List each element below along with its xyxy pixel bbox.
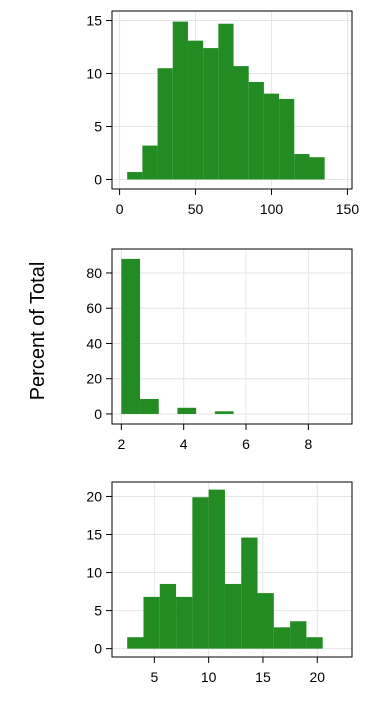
y-tick-label: 40 [86,335,102,351]
y-tick-label: 10 [86,565,102,581]
histogram-bar [127,172,143,180]
x-tick-label: 4 [180,436,188,452]
histogram-bar [290,621,307,649]
y-tick-label: 60 [86,300,102,316]
histogram-bar [224,583,242,649]
x-tick-label: 15 [255,669,271,685]
y-axis-title: Percent of Total [27,262,49,401]
histogram-bar [121,258,141,414]
histogram-bar [306,637,323,649]
histogram-bar [143,596,160,649]
y-tick-label: 0 [94,406,102,422]
histogram-bar [203,48,219,180]
histogram-bar [248,81,264,180]
histogram-panel-2: 0 20 40 60 80 2 4 6 8 [86,248,353,452]
histogram-bar [192,497,209,649]
histogram-bar [159,583,177,649]
histogram-bar [127,637,144,649]
histogram-bar [140,398,159,414]
histogram-bar [172,21,188,180]
histogram-bar [294,154,310,180]
y-tick-label: 5 [94,603,102,619]
y-tick-label: 20 [86,488,102,504]
x-tick-label: 20 [309,669,325,685]
histogram-bar [257,593,274,649]
y-tick-label: 0 [94,171,102,187]
y-tick-label: 15 [86,13,102,29]
histogram-bar [142,145,158,180]
y-tick-label: 20 [86,371,102,387]
x-tick-label: 150 [336,201,360,217]
histogram-bar [177,407,197,414]
histogram-bar [157,68,173,180]
x-tick-label: 5 [150,669,158,685]
y-tick-label: 10 [86,66,102,82]
histogram-panel-3: 0 5 10 15 20 5 10 15 20 [86,481,353,685]
histogram-bar [263,93,280,180]
histogram-bar [233,66,249,180]
x-tick-label: 6 [242,436,250,452]
x-tick-label: 8 [304,436,312,452]
x-tick-label: 100 [260,201,284,217]
x-tick-label: 10 [201,669,217,685]
y-tick-label: 15 [86,527,102,543]
histogram-bar [241,537,258,649]
histogram-bar [279,98,295,180]
plot-frame [111,248,353,425]
plot-frame [111,10,353,190]
y-tick-label: 0 [94,641,102,657]
histogram-bar [214,411,234,414]
x-tick-label: 50 [188,201,204,217]
histogram-bar [176,596,193,649]
x-tick-label: 2 [117,436,125,452]
histogram-bar [309,157,325,180]
plot-frame [111,481,353,658]
plot-background [112,249,352,424]
y-tick-label: 80 [86,265,102,281]
histogram-bar [208,489,225,649]
x-tick-label: 0 [116,201,124,217]
y-tick-label: 5 [94,118,102,134]
histogram-bar [187,40,204,180]
histogram-bar [273,627,291,649]
histogram-bar [218,23,234,180]
